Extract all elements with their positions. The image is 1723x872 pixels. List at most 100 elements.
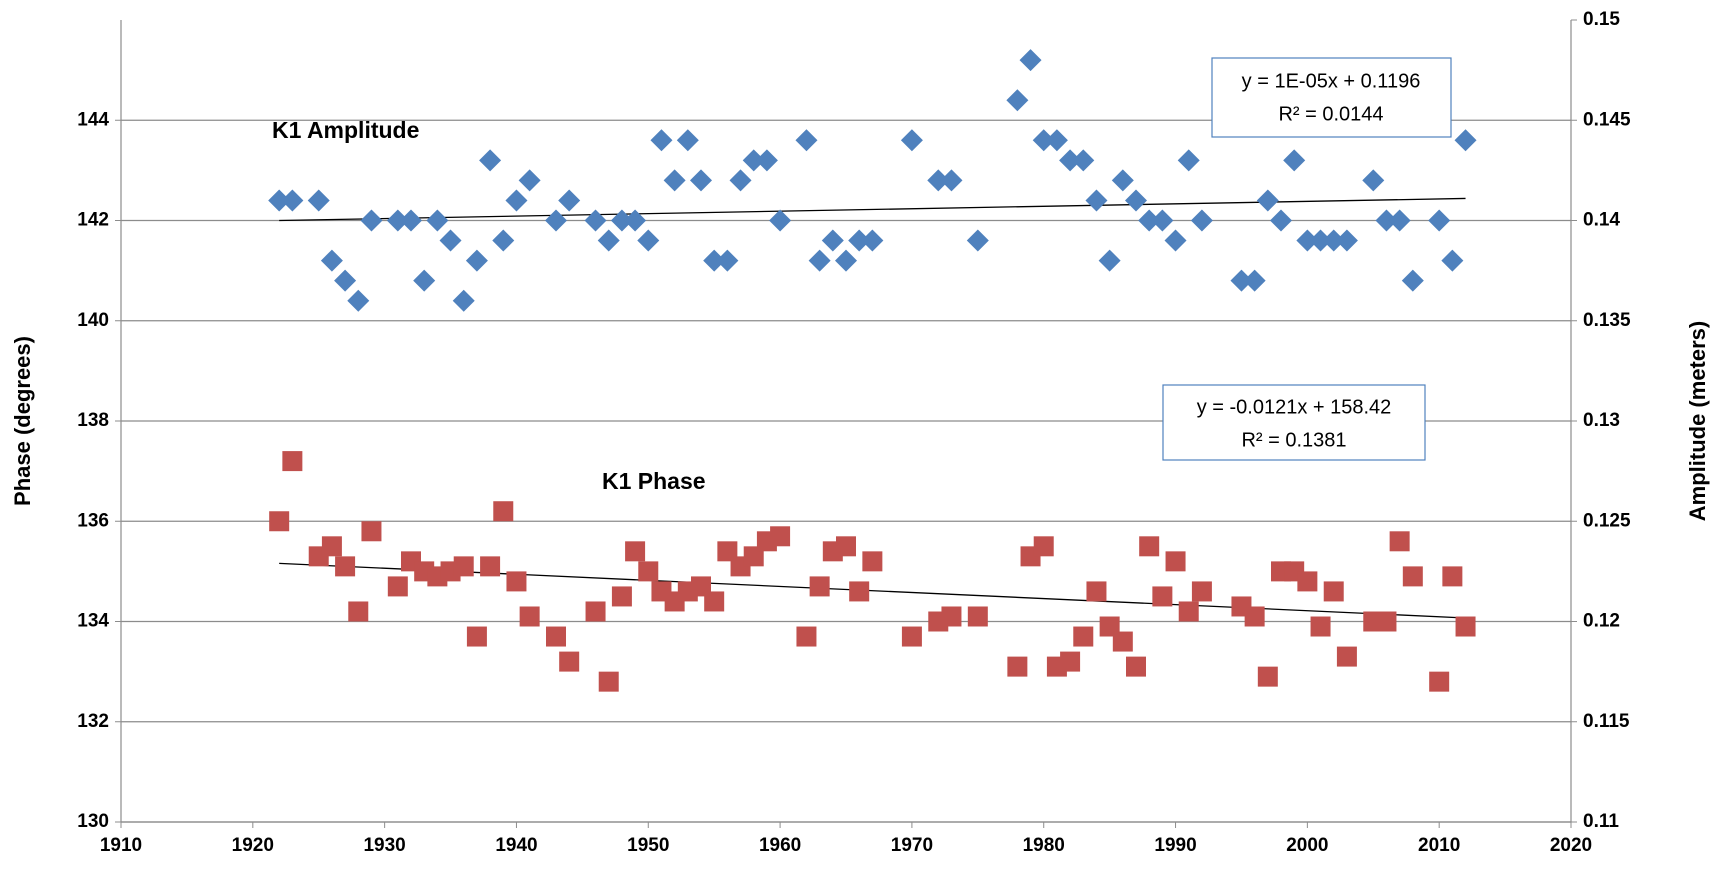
point: [1138, 209, 1161, 232]
point: [426, 209, 449, 232]
point: [650, 129, 673, 152]
point: [559, 651, 580, 672]
point: [1177, 149, 1200, 172]
y2-tick-label: 0.145: [1583, 109, 1631, 130]
point: [755, 149, 778, 172]
point: [716, 249, 739, 272]
point: [638, 561, 659, 582]
point: [1099, 616, 1120, 637]
point: [1402, 566, 1423, 587]
trend-r2: R² = 0.1381: [1241, 429, 1346, 451]
y2-tick-label: 0.14: [1583, 210, 1620, 231]
point: [1309, 229, 1332, 252]
point: [690, 169, 712, 192]
y2-tick-label: 0.15: [1583, 9, 1620, 30]
point: [717, 541, 738, 562]
point: [742, 149, 765, 172]
point: [941, 606, 962, 627]
point: [1085, 189, 1108, 212]
x-tick-label: 2000: [1286, 835, 1328, 856]
point: [269, 511, 290, 532]
point: [439, 229, 462, 252]
point: [387, 576, 408, 597]
point: [1297, 571, 1318, 592]
point: [743, 546, 764, 567]
y-tick-label: 136: [77, 510, 109, 531]
point: [704, 591, 725, 612]
point: [558, 189, 581, 212]
point: [584, 209, 607, 232]
point: [493, 501, 514, 522]
x-tick-label: 2010: [1418, 835, 1460, 856]
y2-tick-label: 0.12: [1583, 611, 1620, 632]
point: [386, 209, 409, 232]
point: [1256, 189, 1279, 212]
x-tick-label: 2020: [1550, 835, 1592, 856]
point: [1257, 666, 1278, 687]
point: [413, 269, 436, 292]
point: [1322, 229, 1345, 252]
point: [1073, 626, 1094, 647]
point: [1151, 209, 1174, 232]
point: [268, 189, 291, 212]
point: [1126, 656, 1146, 677]
y-tick-label: 144: [77, 109, 109, 130]
point: [808, 249, 831, 272]
point: [1086, 581, 1107, 602]
point: [480, 556, 501, 577]
x-tick-label: 1980: [1023, 835, 1065, 856]
y2-axis-title: Amplitude (meters): [1685, 321, 1710, 521]
point: [835, 249, 857, 272]
point: [1165, 551, 1186, 572]
series-label: K1 Amplitude: [272, 117, 419, 143]
y-tick-label: 130: [77, 811, 109, 832]
point: [1243, 269, 1266, 292]
trend-equation: y = 1E-05x + 0.1196: [1242, 70, 1421, 92]
point: [1152, 586, 1173, 607]
point: [1111, 169, 1134, 192]
point: [862, 551, 883, 572]
x-tick-label: 1960: [759, 835, 801, 856]
point: [1033, 536, 1054, 557]
point: [796, 626, 817, 647]
point: [597, 229, 620, 252]
point: [795, 129, 818, 152]
series-label: K1 Phase: [602, 468, 706, 494]
point: [1429, 671, 1450, 692]
point: [1376, 611, 1397, 632]
point: [1032, 129, 1055, 152]
point: [1112, 631, 1133, 652]
point: [901, 626, 922, 647]
point: [770, 526, 791, 547]
point: [1375, 209, 1398, 232]
point: [1362, 169, 1385, 192]
point: [610, 209, 633, 232]
point: [691, 576, 711, 597]
point: [1335, 229, 1358, 252]
point: [545, 209, 567, 232]
y-tick-label: 134: [77, 611, 109, 632]
point: [848, 229, 871, 252]
x-tick-label: 1920: [232, 835, 274, 856]
point: [360, 209, 383, 232]
trend-equation: y = -0.0121x + 158.42: [1197, 396, 1392, 418]
point: [466, 626, 487, 647]
point: [1098, 249, 1121, 272]
point: [334, 269, 357, 292]
point: [861, 229, 884, 252]
point: [1230, 269, 1253, 292]
point: [1442, 566, 1463, 587]
trend-r2: R² = 0.0144: [1278, 103, 1383, 125]
point: [1454, 129, 1477, 152]
point: [281, 189, 304, 212]
point: [519, 606, 540, 627]
point: [361, 521, 382, 542]
point: [1336, 646, 1357, 667]
point: [1164, 229, 1187, 252]
point: [703, 249, 726, 272]
point: [625, 541, 646, 562]
point: [1296, 229, 1319, 252]
point: [966, 229, 989, 252]
trend-line: [279, 562, 1466, 619]
point: [1191, 581, 1212, 602]
